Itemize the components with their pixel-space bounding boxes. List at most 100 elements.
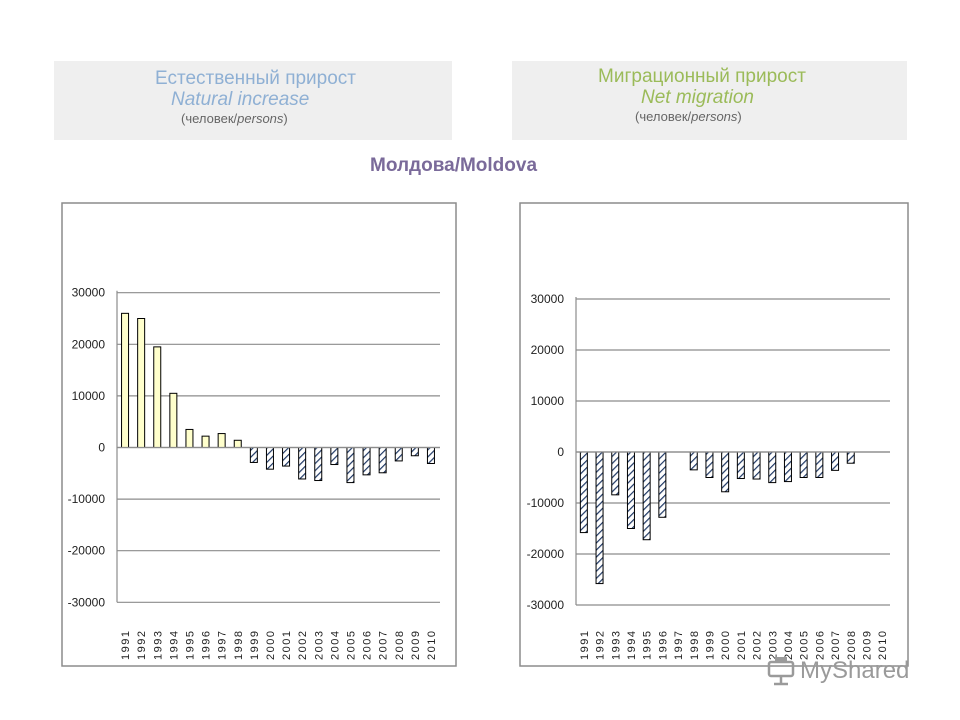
migration-y-tick-label: -30000	[527, 598, 565, 612]
migration-x-tick-label: 2003	[767, 630, 779, 660]
migration-x-tick-label: 2009	[861, 630, 873, 660]
natural-x-tick-label: 2001	[281, 630, 293, 660]
watermark-text: MyShared	[800, 657, 910, 684]
natural-x-tick-label: 1991	[120, 630, 132, 660]
natural-bar-2000	[265, 447, 274, 470]
natural-x-tick-label: 2007	[378, 630, 390, 660]
migration-bar-2008	[846, 451, 855, 464]
natural-bar-1999	[249, 447, 258, 463]
migration-x-tick-label: 2004	[783, 630, 795, 660]
natural-bar-2009	[410, 447, 419, 457]
myshared-logo-icon	[767, 657, 795, 686]
natural-x-tick-label: 2006	[362, 630, 374, 660]
natural-x-tick-label: 1992	[136, 630, 148, 660]
migration-x-tick-label: 2008	[846, 630, 858, 660]
migration-bar-1995	[642, 451, 651, 541]
natural-bar-2004	[330, 447, 339, 466]
natural-x-tick-label: 2003	[313, 630, 325, 660]
migration-x-tick-label: 1995	[642, 630, 654, 660]
natural-x-tick-label: 2009	[410, 630, 422, 660]
natural-bar-2007	[378, 447, 387, 474]
migration-x-tick-label: 1999	[704, 630, 716, 660]
natural-y-tick-label: 0	[98, 441, 105, 455]
natural-y-tick-label: -20000	[68, 544, 106, 558]
natural-y-tick-label: -10000	[68, 492, 106, 506]
natural-y-tick-label: 30000	[72, 286, 106, 300]
migration-x-tick-label: 2001	[736, 630, 748, 660]
natural-bar-1998	[233, 439, 242, 449]
natural-bar-1992	[137, 318, 146, 448]
natural-increase-title-en: Natural increase	[171, 89, 310, 110]
natural-x-tick-label: 1995	[184, 630, 196, 660]
migration-bar-1992	[595, 451, 604, 585]
migration-y-tick-label: -10000	[527, 496, 565, 510]
migration-y-tick-label: -20000	[527, 547, 565, 561]
natural-x-tick-label: 2004	[329, 630, 341, 660]
natural-x-tick-label: 2005	[345, 630, 357, 660]
migration-bar-1999	[705, 451, 714, 478]
natural-x-tick-label: 2002	[297, 630, 309, 660]
migration-y-tick-label: 20000	[531, 343, 565, 357]
net-migration-title-box	[512, 61, 907, 140]
migration-x-tick-label: 2007	[830, 630, 842, 660]
natural-x-tick-label: 1998	[233, 630, 245, 660]
natural-x-tick-label: 1999	[249, 630, 261, 660]
natural-x-tick-label: 1997	[217, 630, 229, 660]
net-migration-chart-frame	[519, 202, 909, 667]
migration-x-tick-label: 2002	[752, 630, 764, 660]
migration-bar-2007	[831, 451, 840, 471]
natural-x-tick-label: 2010	[426, 630, 438, 660]
migration-y-tick-label: 30000	[531, 292, 565, 306]
natural-bar-2003	[314, 447, 323, 482]
migration-bar-1996	[658, 451, 667, 518]
country-label: Молдова/Moldova	[370, 155, 538, 176]
net-migration-chart: 30000 20000 10000 0 -10000 -20000 -30000 1991 19…	[527, 292, 890, 660]
natural-increase-title-box	[54, 61, 452, 140]
natural-increase-chart: 30000 20000 10000 0 -10000 -20000 -30000 1991 19…	[68, 286, 440, 660]
migration-x-tick-label: 1991	[579, 630, 591, 660]
natural-bar-2001	[282, 447, 291, 467]
migration-bar-2004	[783, 451, 792, 483]
natural-bar-2006	[362, 447, 371, 476]
natural-x-tick-label: 1993	[152, 630, 164, 660]
net-migration-title-ru: Миграционный прирост	[598, 66, 806, 87]
natural-bar-1994	[169, 392, 178, 449]
natural-bar-2002	[298, 447, 307, 480]
migration-y-tick-label: 10000	[531, 394, 565, 408]
migration-x-tick-label: 2005	[799, 630, 811, 660]
migration-bar-2003	[768, 451, 777, 484]
migration-x-tick-label: 2000	[720, 630, 732, 660]
migration-bar-2005	[799, 451, 808, 478]
migration-x-tick-label: 1992	[595, 630, 607, 660]
migration-bar-1994	[626, 451, 635, 529]
migration-x-tick-label: 1993	[610, 630, 622, 660]
natural-bar-1995	[185, 428, 194, 449]
net-migration-units: (человек/persons)	[635, 109, 742, 124]
myshared-watermark: MyShared	[766, 656, 909, 686]
natural-y-tick-label: -30000	[68, 595, 106, 609]
natural-x-tick-label: 1994	[168, 630, 180, 660]
natural-bar-1993	[153, 346, 162, 449]
migration-bar-1991	[579, 451, 588, 534]
natural-x-tick-label: 1996	[201, 630, 213, 660]
migration-x-tick-label: 1996	[657, 630, 669, 660]
migration-y-tick-label: 0	[557, 445, 564, 459]
natural-bar-1996	[201, 435, 210, 449]
natural-increase-units: (человек/persons)	[181, 111, 288, 126]
natural-y-tick-label: 20000	[72, 337, 106, 351]
migration-x-tick-label: 1998	[689, 630, 701, 660]
migration-bar-1993	[611, 451, 620, 496]
natural-bar-2010	[426, 447, 435, 464]
migration-bar-1998	[689, 451, 698, 471]
natural-bar-1997	[217, 433, 226, 448]
migration-bar-2006	[815, 451, 824, 478]
natural-bar-1991	[121, 312, 130, 448]
migration-bar-2000	[721, 451, 730, 493]
natural-x-tick-label: 2000	[265, 630, 277, 660]
natural-bar-2005	[346, 447, 355, 484]
migration-x-tick-label: 1997	[673, 630, 685, 660]
migration-x-tick-label: 2006	[814, 630, 826, 660]
migration-bar-2001	[736, 451, 745, 480]
natural-x-tick-label: 2008	[394, 630, 406, 660]
